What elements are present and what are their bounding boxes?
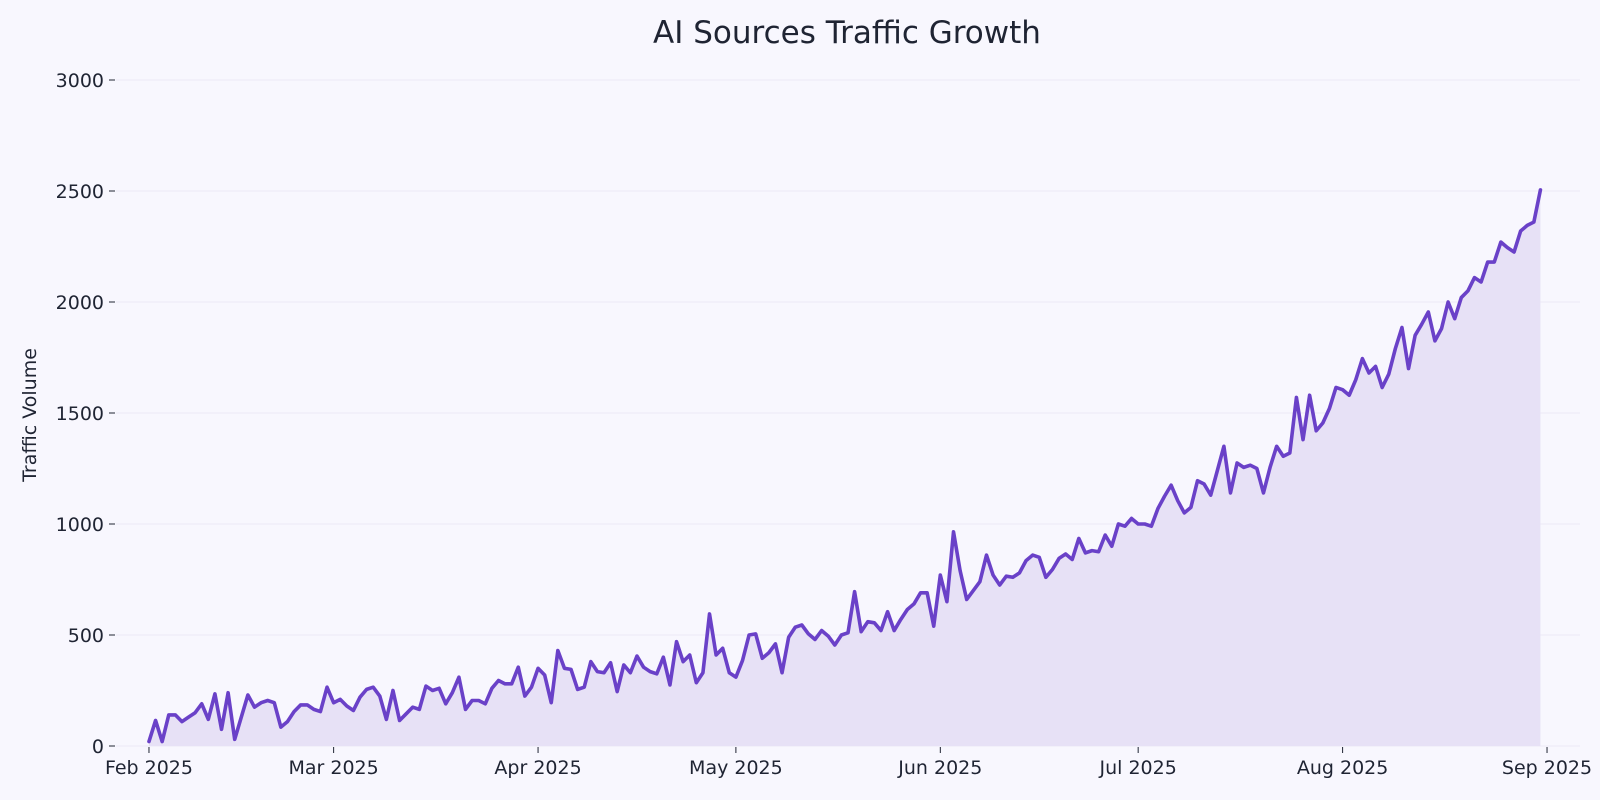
y-tick-label: 0 xyxy=(92,736,104,758)
x-tick-label: May 2025 xyxy=(689,757,783,779)
x-tick-label: Sep 2025 xyxy=(1502,757,1592,779)
y-tick-label: 2000 xyxy=(56,292,104,314)
chart-title: AI Sources Traffic Growth xyxy=(653,15,1041,51)
x-tick-label: Apr 2025 xyxy=(494,757,581,779)
y-axis: 0 500 1000 1500 2000 2500 3000 xyxy=(56,70,115,758)
y-tick-label: 500 xyxy=(68,625,104,647)
series-area-fill xyxy=(148,189,1541,746)
x-tick-label: Mar 2025 xyxy=(288,757,378,779)
x-tick-label: Jun 2025 xyxy=(897,757,982,779)
x-axis: Feb 2025 Mar 2025 Apr 2025 May 2025 Jun 2025… xyxy=(105,747,1592,779)
plot-area xyxy=(147,188,1543,746)
y-tick-label: 1500 xyxy=(56,403,104,425)
y-axis-label: Traffic Volume xyxy=(19,348,41,483)
y-tick-label: 1000 xyxy=(56,514,104,536)
x-tick-label: Aug 2025 xyxy=(1297,757,1389,779)
y-tick-label: 3000 xyxy=(56,70,104,92)
y-tick-label: 2500 xyxy=(56,181,104,203)
series-line xyxy=(147,188,1543,744)
x-tick-label: Jul 2025 xyxy=(1098,757,1176,779)
x-tick-label: Feb 2025 xyxy=(105,757,193,779)
